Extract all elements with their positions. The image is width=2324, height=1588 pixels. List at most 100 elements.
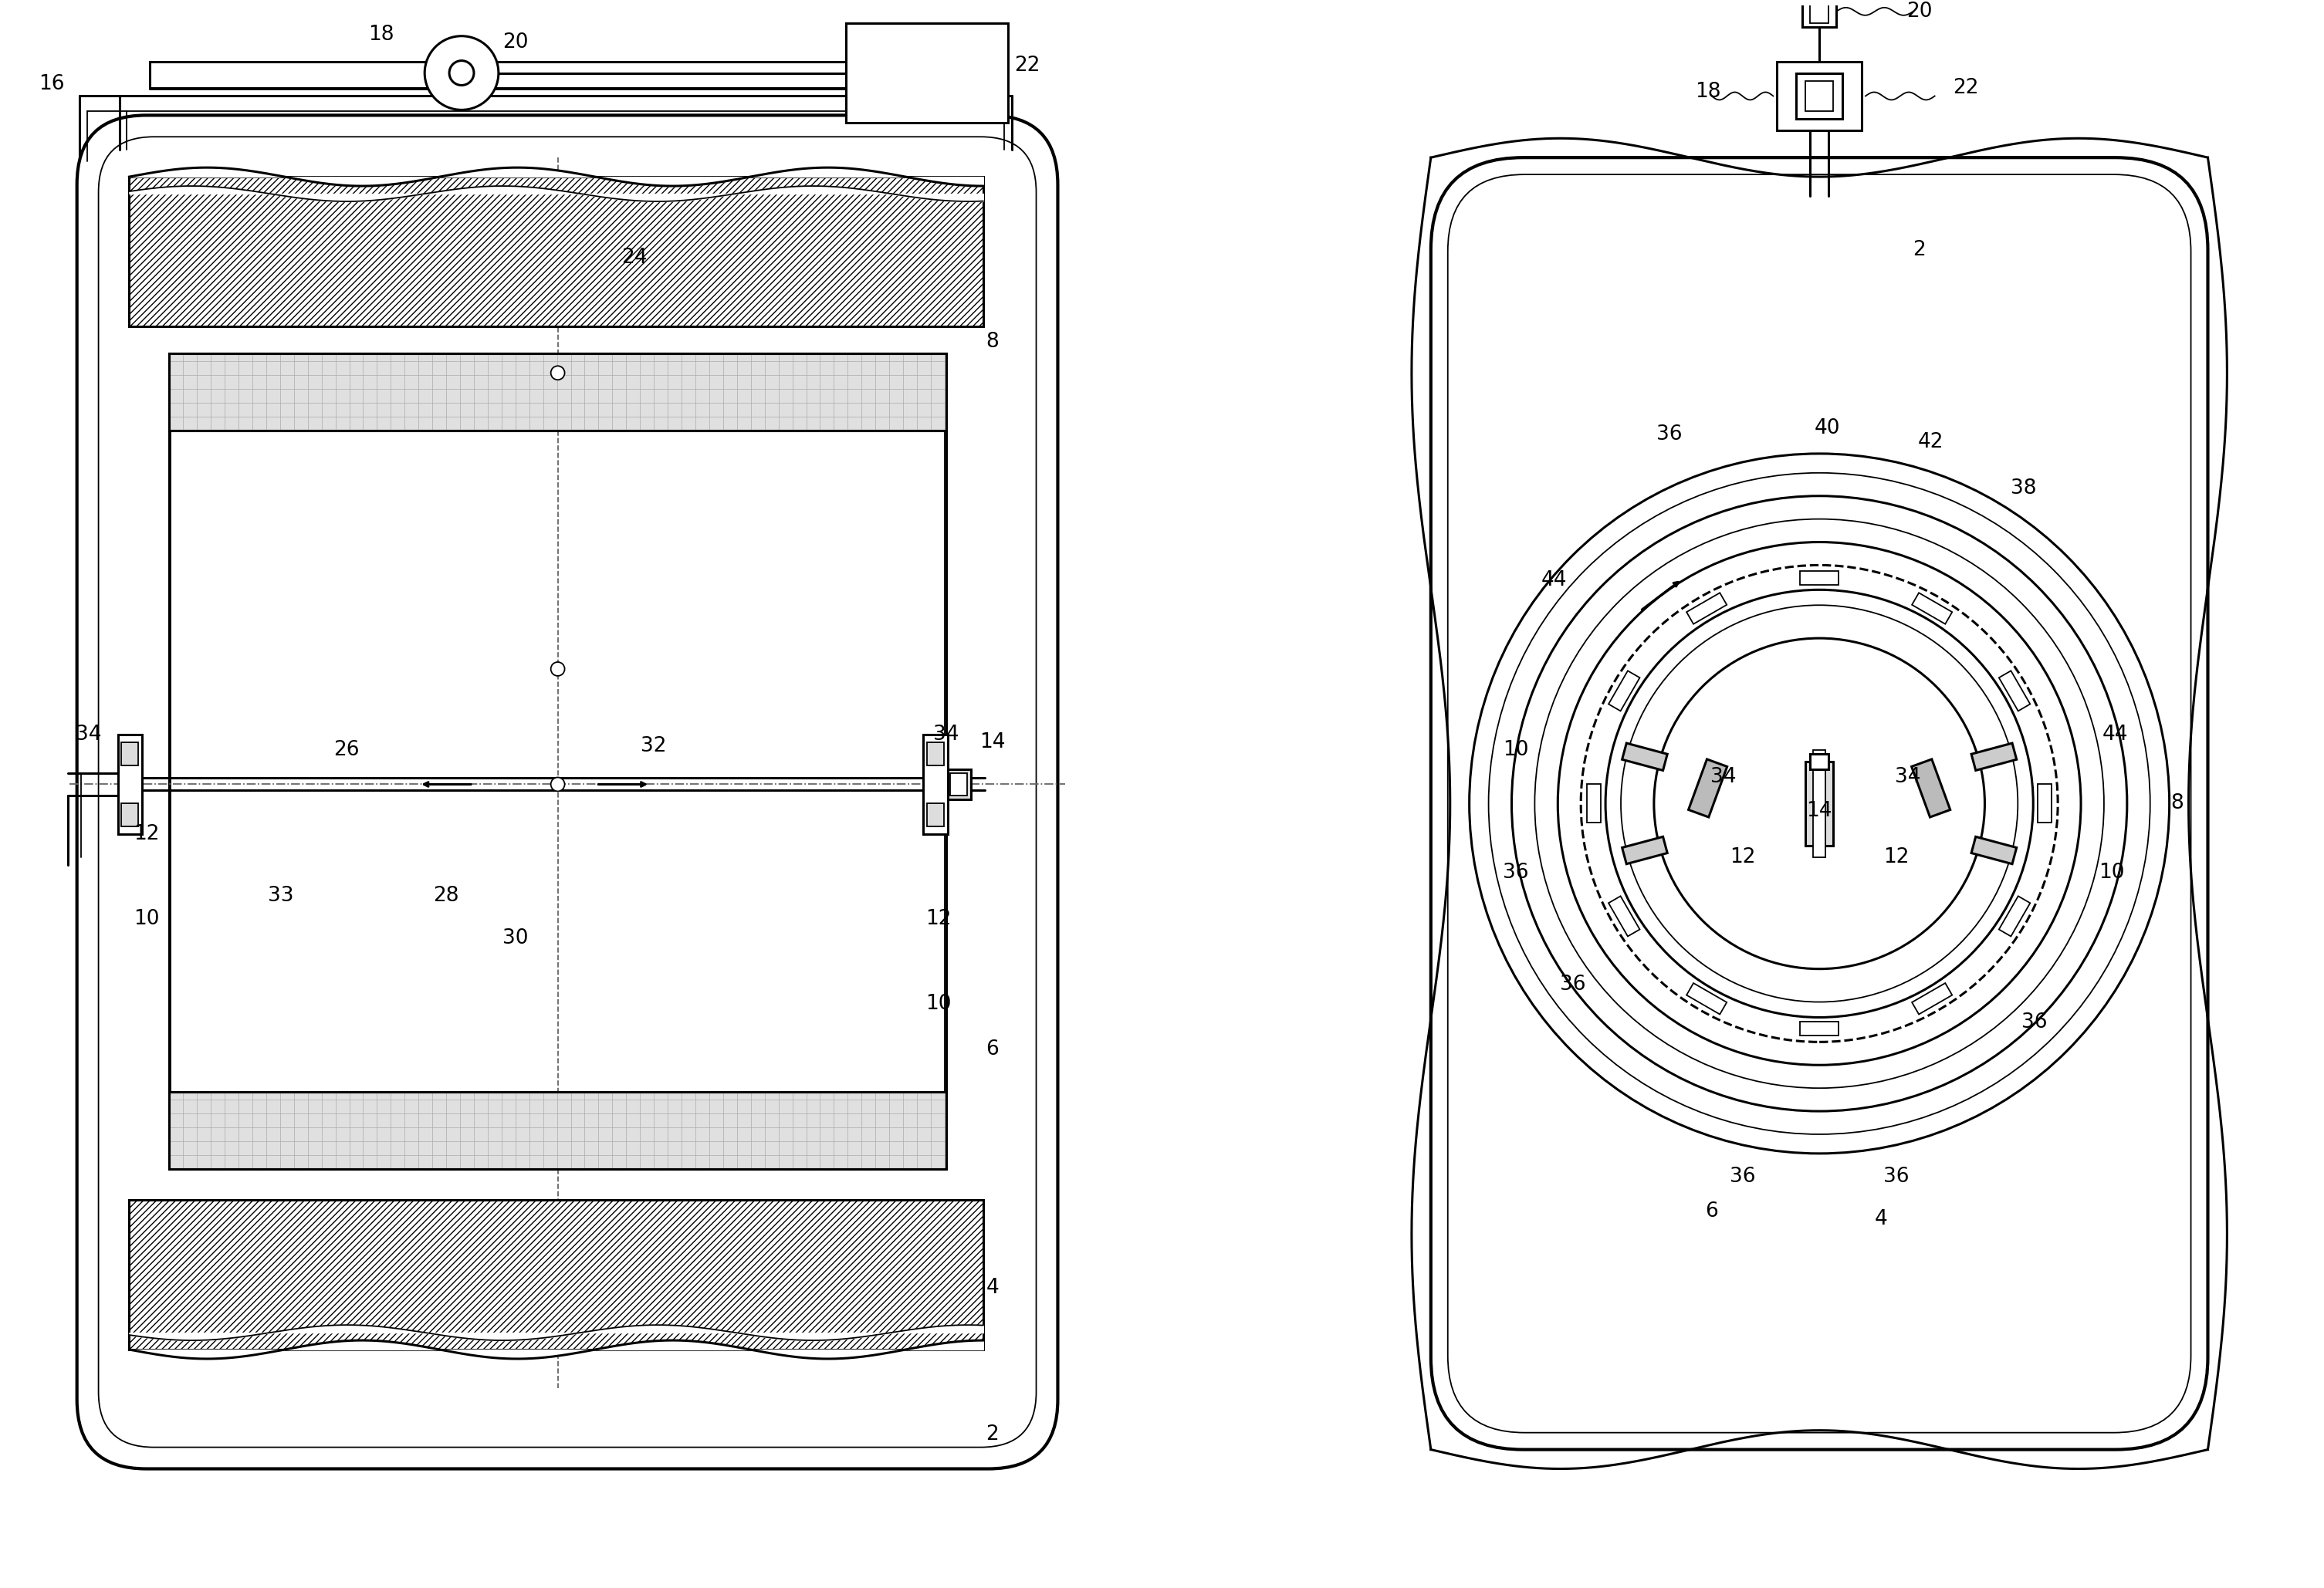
Circle shape <box>551 778 565 791</box>
Bar <box>130 1199 983 1350</box>
Polygon shape <box>1999 896 2031 937</box>
FancyBboxPatch shape <box>77 116 1057 1469</box>
Text: 12: 12 <box>1729 848 1755 867</box>
Polygon shape <box>2038 784 2052 823</box>
Text: 12: 12 <box>1882 848 1910 867</box>
Polygon shape <box>1608 670 1641 711</box>
Bar <box>170 354 946 430</box>
Text: 10: 10 <box>925 994 951 1013</box>
Text: 34: 34 <box>77 724 102 745</box>
Bar <box>121 804 139 827</box>
Text: 10: 10 <box>132 908 158 929</box>
Text: 34: 34 <box>1894 767 1920 786</box>
Text: 20: 20 <box>502 32 528 52</box>
Text: 4: 4 <box>985 1278 999 1297</box>
Polygon shape <box>1913 759 1950 818</box>
Text: 42: 42 <box>1917 432 1943 453</box>
Circle shape <box>425 37 500 110</box>
Text: 44: 44 <box>1541 570 1566 591</box>
Bar <box>951 773 967 796</box>
Bar <box>170 354 946 430</box>
Text: 8: 8 <box>985 332 999 353</box>
Text: 34: 34 <box>1710 767 1736 786</box>
Bar <box>170 1093 946 1169</box>
Circle shape <box>551 365 565 380</box>
Polygon shape <box>1801 572 1838 584</box>
Polygon shape <box>1690 759 1727 818</box>
Polygon shape <box>1622 743 1666 770</box>
Bar <box>1806 81 1834 111</box>
Bar <box>1810 754 1829 769</box>
Circle shape <box>1620 605 2017 1002</box>
Circle shape <box>449 60 474 86</box>
FancyBboxPatch shape <box>1432 157 2208 1450</box>
Text: 18: 18 <box>1694 83 1720 102</box>
Text: 34: 34 <box>934 724 960 745</box>
Text: 36: 36 <box>1882 1167 1910 1186</box>
Bar <box>1806 761 1834 846</box>
Polygon shape <box>1913 592 1952 624</box>
Circle shape <box>1511 495 2126 1112</box>
Polygon shape <box>1687 592 1727 624</box>
Text: 10: 10 <box>2099 862 2124 883</box>
Bar <box>927 804 944 827</box>
Text: 12: 12 <box>132 824 158 845</box>
Text: 26: 26 <box>332 740 360 759</box>
Circle shape <box>551 662 565 676</box>
Text: 22: 22 <box>1013 56 1039 75</box>
Text: 36: 36 <box>1657 424 1683 445</box>
Bar <box>948 769 971 800</box>
Polygon shape <box>1801 1023 1838 1035</box>
Text: 4: 4 <box>1875 1208 1887 1229</box>
Bar <box>846 22 1009 122</box>
Text: 6: 6 <box>985 1040 999 1059</box>
Text: 14: 14 <box>1806 802 1831 821</box>
Bar <box>151 62 881 89</box>
Text: 16: 16 <box>40 75 65 95</box>
Bar <box>170 430 944 1093</box>
Bar <box>1796 73 1843 119</box>
Text: 36: 36 <box>1559 975 1585 994</box>
Polygon shape <box>1971 837 2017 864</box>
Text: 2: 2 <box>985 1424 999 1443</box>
Text: 6: 6 <box>1706 1201 1717 1221</box>
Text: 32: 32 <box>641 735 667 756</box>
Text: 36: 36 <box>2022 1013 2047 1032</box>
Bar <box>170 354 946 1169</box>
Text: 36: 36 <box>1729 1167 1755 1186</box>
Text: 36: 36 <box>1504 862 1529 883</box>
Bar <box>170 1093 946 1169</box>
FancyBboxPatch shape <box>98 137 1037 1447</box>
Text: 12: 12 <box>925 908 951 929</box>
Circle shape <box>1469 454 2168 1153</box>
Text: 24: 24 <box>623 248 648 267</box>
Polygon shape <box>1971 743 2017 770</box>
Circle shape <box>1655 638 1985 969</box>
Bar <box>1803 0 1836 27</box>
Text: 28: 28 <box>432 886 460 905</box>
Bar <box>1810 0 1829 22</box>
Text: 14: 14 <box>978 732 1006 753</box>
Text: 18: 18 <box>367 24 393 44</box>
Bar <box>1813 750 1824 858</box>
Bar <box>121 742 139 765</box>
Text: 8: 8 <box>2171 794 2185 813</box>
Text: 22: 22 <box>1952 78 1978 98</box>
Circle shape <box>1557 542 2080 1066</box>
Text: 44: 44 <box>2103 724 2129 745</box>
Bar <box>130 176 983 327</box>
Bar <box>923 734 948 834</box>
Bar <box>1778 62 1862 130</box>
Polygon shape <box>1608 896 1641 937</box>
Polygon shape <box>1999 670 2031 711</box>
Text: 33: 33 <box>267 886 293 905</box>
Text: 10: 10 <box>1504 740 1529 759</box>
Circle shape <box>1534 519 2103 1088</box>
Text: 30: 30 <box>502 927 528 948</box>
Bar <box>927 742 944 765</box>
Circle shape <box>1490 473 2150 1134</box>
Text: 38: 38 <box>2010 478 2036 499</box>
Circle shape <box>1606 589 2034 1018</box>
Text: 20: 20 <box>1906 2 1931 22</box>
Polygon shape <box>1913 983 1952 1015</box>
